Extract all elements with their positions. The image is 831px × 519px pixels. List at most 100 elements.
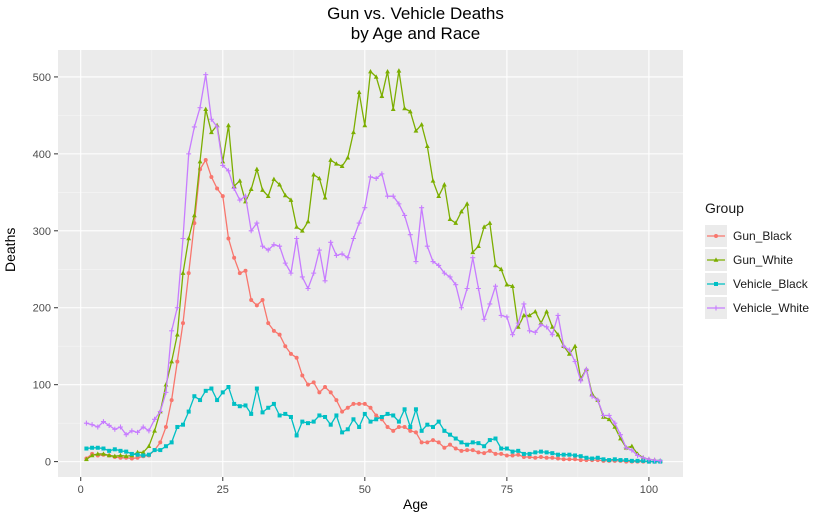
data-point-gun-white (453, 220, 459, 225)
data-point-vehicle-white (413, 259, 419, 265)
data-point-gun-black (556, 456, 560, 461)
data-point-gun-white (436, 193, 442, 198)
data-point-vehicle-black (306, 421, 310, 426)
legend-marker-vehicle-black (714, 282, 718, 286)
data-point-gun-white (424, 143, 430, 148)
data-point-vehicle-black (340, 430, 345, 435)
data-point-gun-white (566, 351, 572, 356)
data-point-gun-white (572, 343, 578, 349)
legend-key-vehicle-black (705, 273, 727, 295)
data-point-vehicle-white (356, 220, 362, 226)
data-point-vehicle-white (214, 124, 220, 130)
data-point-vehicle-white (572, 359, 578, 365)
data-point-gun-black (340, 409, 345, 414)
data-point-vehicle-black (413, 407, 418, 412)
axis-layer: 0 25 50 75 100 0 100 200 300 400 500 (33, 72, 658, 496)
data-point-vehicle-white (152, 416, 158, 422)
data-point-gun-black (169, 398, 174, 403)
data-point-vehicle-black (436, 419, 441, 424)
data-point-vehicle-white (475, 286, 481, 292)
data-point-vehicle-white (305, 286, 311, 292)
data-point-vehicle-white (328, 239, 334, 245)
data-point-vehicle-white (578, 378, 584, 384)
data-point-gun-black (306, 382, 310, 387)
data-point-gun-white (413, 128, 419, 133)
data-point-vehicle-white (157, 409, 163, 415)
data-point-vehicle-black (425, 422, 430, 427)
data-point-vehicle-white (237, 197, 243, 203)
data-point-vehicle-white (339, 251, 345, 257)
legend-label-gun-white: Gun_White (733, 253, 794, 267)
y-tick-label: 500 (33, 72, 51, 84)
data-point-gun-black (158, 440, 163, 445)
data-point-vehicle-black (152, 448, 157, 453)
data-point-vehicle-white (527, 328, 533, 334)
data-point-vehicle-white (515, 320, 521, 326)
data-point-vehicle-black (95, 445, 100, 450)
data-point-gun-white (146, 443, 152, 449)
data-point-vehicle-black (328, 422, 333, 427)
data-point-vehicle-black (374, 417, 379, 422)
data-point-gun-black (232, 255, 237, 260)
data-point-gun-black (323, 384, 328, 389)
data-point-vehicle-black (101, 446, 106, 451)
data-point-vehicle-white (646, 456, 652, 462)
data-point-gun-white (140, 449, 146, 455)
data-point-vehicle-white (243, 193, 248, 199)
data-point-gun-black (283, 344, 288, 349)
data-point-gun-black (209, 174, 214, 179)
data-point-vehicle-white (606, 412, 612, 418)
data-point-gun-black (135, 455, 140, 460)
data-point-gun-white (618, 435, 623, 441)
data-point-vehicle-black (590, 456, 595, 461)
data-point-gun-white (316, 175, 322, 181)
data-point-gun-black (533, 455, 538, 460)
data-point-vehicle-white (390, 193, 396, 199)
legend-key-gun-black (705, 225, 727, 247)
data-point-vehicle-black (516, 448, 521, 453)
y-tick-label: 400 (33, 149, 51, 161)
data-point-gun-black (396, 424, 401, 429)
data-point-vehicle-white (561, 343, 567, 349)
legend-key-gun-white (705, 249, 727, 271)
data-point-gun-black (573, 457, 578, 462)
data-point-gun-black (527, 454, 532, 459)
data-point-vehicle-black (112, 447, 117, 452)
data-point-vehicle-black (624, 458, 629, 463)
data-point-gun-white (459, 208, 464, 214)
data-point-vehicle-white (407, 232, 413, 238)
data-point-vehicle-white (123, 432, 129, 438)
data-point-vehicle-white (260, 243, 266, 249)
data-point-vehicle-white (197, 105, 203, 111)
data-point-vehicle-white (549, 332, 555, 338)
data-point-gun-black (129, 456, 134, 461)
data-point-gun-black (271, 328, 276, 333)
data-point-gun-white (106, 452, 112, 458)
legend-items: Gun_Black Gun_White Vehicle_Black Vehicle_W… (705, 224, 809, 320)
data-point-gun-black (493, 451, 498, 456)
data-point-vehicle-white (544, 324, 550, 330)
data-point-vehicle-black (635, 458, 640, 463)
data-point-gun-white (629, 443, 635, 449)
data-point-gun-white (521, 312, 527, 318)
data-point-vehicle-white (458, 305, 464, 311)
data-point-vehicle-white (521, 301, 527, 307)
data-point-gun-white (248, 186, 254, 192)
data-point-vehicle-white (555, 312, 561, 318)
data-point-gun-white (555, 332, 561, 337)
data-point-vehicle-white (436, 262, 442, 268)
data-point-gun-white (356, 89, 362, 95)
data-point-gun-white (390, 106, 396, 112)
data-point-vehicle-black (288, 414, 293, 419)
data-point-vehicle-black (300, 419, 305, 424)
data-point-vehicle-white (254, 220, 260, 226)
data-point-gun-white (226, 122, 231, 128)
data-point-vehicle-black (442, 428, 447, 433)
x-tick-label: 100 (640, 484, 658, 496)
data-point-vehicle-white (424, 243, 430, 249)
data-point-gun-white (271, 176, 277, 182)
data-point-vehicle-white (510, 332, 516, 338)
y-tick-label: 300 (33, 226, 51, 238)
data-point-gun-white (373, 74, 379, 79)
data-point-gun-white (123, 453, 129, 459)
